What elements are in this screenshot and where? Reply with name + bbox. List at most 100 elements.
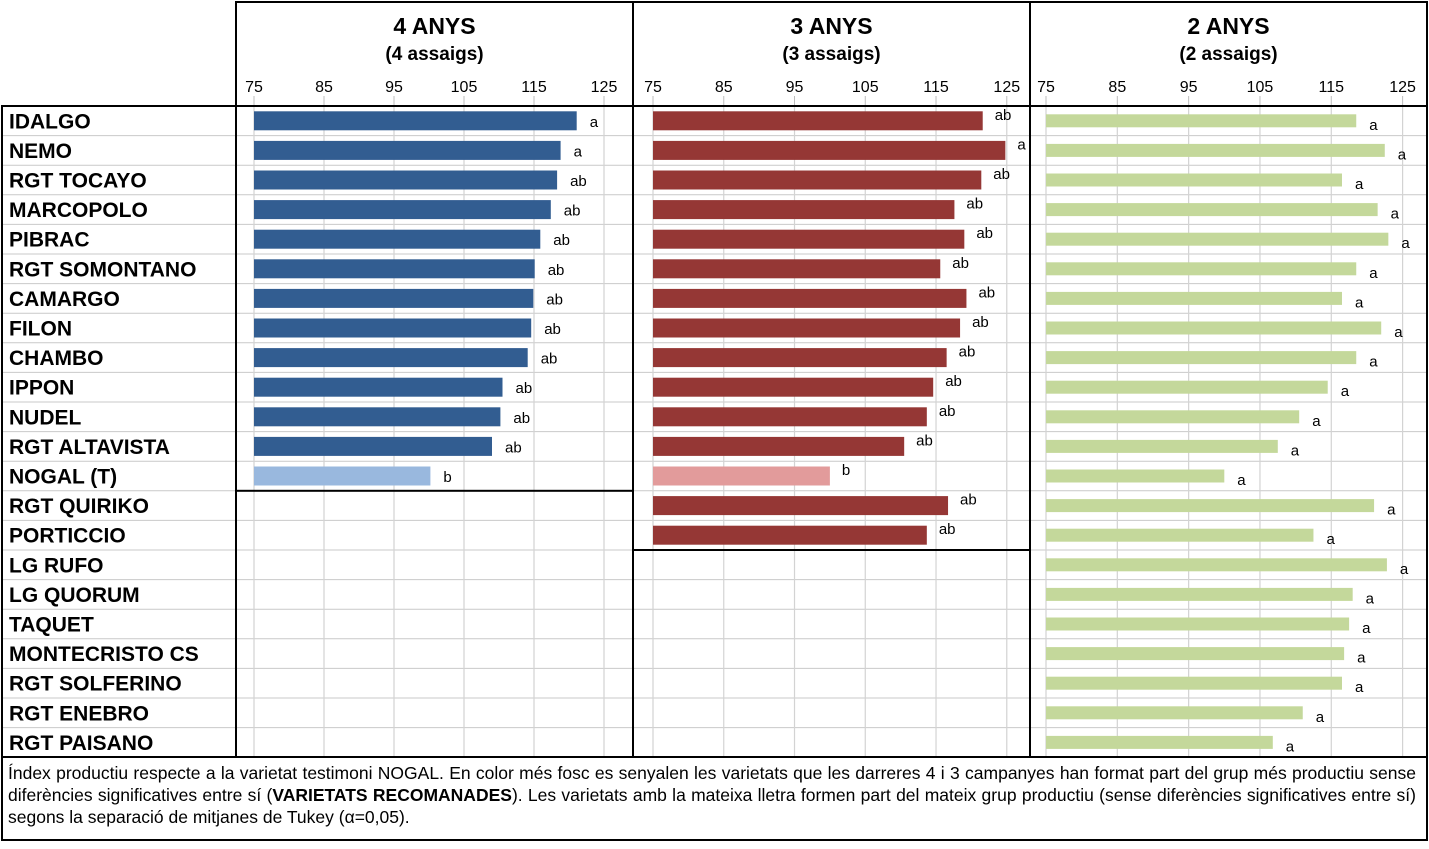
bar bbox=[1046, 528, 1314, 542]
significance-letter: ab bbox=[516, 380, 533, 397]
tick-label: 95 bbox=[786, 79, 804, 96]
tick-label: 115 bbox=[923, 79, 949, 96]
bar bbox=[1046, 706, 1303, 720]
bar bbox=[653, 259, 941, 279]
significance-letter: a bbox=[590, 114, 599, 131]
bar bbox=[1046, 173, 1342, 187]
significance-letter: a bbox=[1355, 294, 1364, 311]
panel-subtitle: (3 assaigs) bbox=[782, 44, 880, 65]
bar bbox=[1046, 203, 1378, 217]
variety-label: RGT SOMONTANO bbox=[9, 258, 196, 281]
variety-label: NEMO bbox=[9, 140, 72, 163]
significance-letter: a bbox=[1369, 117, 1378, 134]
significance-letter: ab bbox=[541, 351, 558, 368]
significance-letter: ab bbox=[972, 314, 989, 331]
bar bbox=[653, 496, 949, 516]
variety-label: NUDEL bbox=[9, 406, 82, 429]
variety-label: FILON bbox=[9, 318, 72, 341]
bar bbox=[1046, 735, 1273, 749]
significance-letter: a bbox=[1366, 590, 1375, 607]
significance-letter: ab bbox=[505, 439, 522, 456]
variety-label: LG RUFO bbox=[9, 554, 104, 577]
significance-letter: ab bbox=[976, 225, 993, 242]
bar bbox=[653, 288, 967, 308]
bar bbox=[1046, 262, 1357, 276]
bar bbox=[254, 377, 503, 397]
tick-label: 85 bbox=[1108, 79, 1126, 96]
tick-label: 115 bbox=[1319, 79, 1345, 96]
significance-letter: ab bbox=[544, 321, 561, 338]
tick-label: 125 bbox=[591, 79, 618, 96]
bar bbox=[254, 140, 561, 160]
variety-label: LG QUORUM bbox=[9, 584, 140, 607]
bar bbox=[653, 200, 955, 220]
panel-subtitle: (2 assaigs) bbox=[1179, 44, 1277, 65]
variety-label: MONTECRISTO CS bbox=[9, 643, 199, 666]
bar bbox=[1046, 439, 1278, 453]
bar bbox=[1046, 143, 1385, 157]
bar bbox=[254, 466, 431, 486]
variety-label: PIBRAC bbox=[9, 229, 90, 252]
variety-label: CHAMBO bbox=[9, 347, 104, 370]
bar bbox=[1046, 321, 1382, 335]
bar bbox=[1046, 351, 1357, 365]
significance-letter: ab bbox=[513, 410, 530, 427]
panel-title: 2 ANYS bbox=[1187, 13, 1269, 39]
bar bbox=[1046, 232, 1389, 246]
significance-letter: a bbox=[1400, 561, 1409, 578]
bar bbox=[254, 229, 541, 249]
tick-label: 75 bbox=[644, 79, 662, 96]
significance-letter: a bbox=[1286, 738, 1295, 755]
variety-label: CAMARGO bbox=[9, 288, 120, 311]
panel-subtitle: (4 assaigs) bbox=[385, 44, 483, 65]
bar bbox=[653, 229, 965, 249]
variety-label: NOGAL (T) bbox=[9, 466, 117, 489]
variety-label: RGT ENEBRO bbox=[9, 702, 149, 725]
bar bbox=[1046, 410, 1300, 424]
bar bbox=[254, 318, 532, 338]
footnote-text-2: ). Les varietats amb la mateixa lletra f… bbox=[8, 785, 1416, 827]
bar bbox=[1046, 380, 1328, 394]
bar bbox=[254, 407, 501, 427]
tick-label: 75 bbox=[245, 79, 263, 96]
bar bbox=[1046, 617, 1350, 631]
bar bbox=[653, 348, 947, 368]
bar bbox=[254, 436, 492, 456]
bar bbox=[254, 111, 577, 131]
significance-letter: a bbox=[1316, 709, 1325, 726]
significance-letter: ab bbox=[564, 203, 581, 220]
tick-label: 115 bbox=[521, 79, 547, 96]
bar bbox=[653, 377, 934, 397]
significance-letter: a bbox=[1237, 472, 1246, 489]
significance-letter: ab bbox=[978, 284, 995, 301]
bar bbox=[653, 170, 982, 190]
bar bbox=[1046, 647, 1345, 661]
bar bbox=[1046, 291, 1342, 305]
significance-letter: a bbox=[1326, 531, 1335, 548]
significance-letter: ab bbox=[960, 492, 977, 509]
significance-letter: ab bbox=[553, 232, 570, 249]
significance-letter: a bbox=[1369, 354, 1378, 371]
tick-label: 105 bbox=[852, 79, 879, 96]
footnote-frame bbox=[1, 756, 1428, 841]
bar bbox=[653, 140, 1006, 160]
significance-letter: ab bbox=[570, 173, 587, 190]
significance-letter: a bbox=[1398, 146, 1407, 163]
variety-label: RGT TOCAYO bbox=[9, 170, 147, 193]
significance-letter: ab bbox=[548, 262, 565, 279]
bar bbox=[254, 288, 534, 308]
footnote-bold: VARIETATS RECOMANADES bbox=[272, 785, 512, 805]
bar bbox=[653, 525, 927, 545]
significance-letter: a bbox=[1394, 324, 1403, 341]
bar bbox=[1046, 114, 1357, 128]
tick-label: 75 bbox=[1037, 79, 1055, 96]
bar bbox=[1046, 587, 1353, 601]
variety-label: RGT QUIRIKO bbox=[9, 495, 149, 518]
bar bbox=[653, 466, 830, 486]
significance-letter: a bbox=[1355, 679, 1364, 696]
significance-letter: ab bbox=[995, 107, 1012, 124]
tick-label: 125 bbox=[993, 79, 1020, 96]
bar bbox=[1046, 676, 1342, 690]
bar bbox=[1046, 469, 1225, 483]
